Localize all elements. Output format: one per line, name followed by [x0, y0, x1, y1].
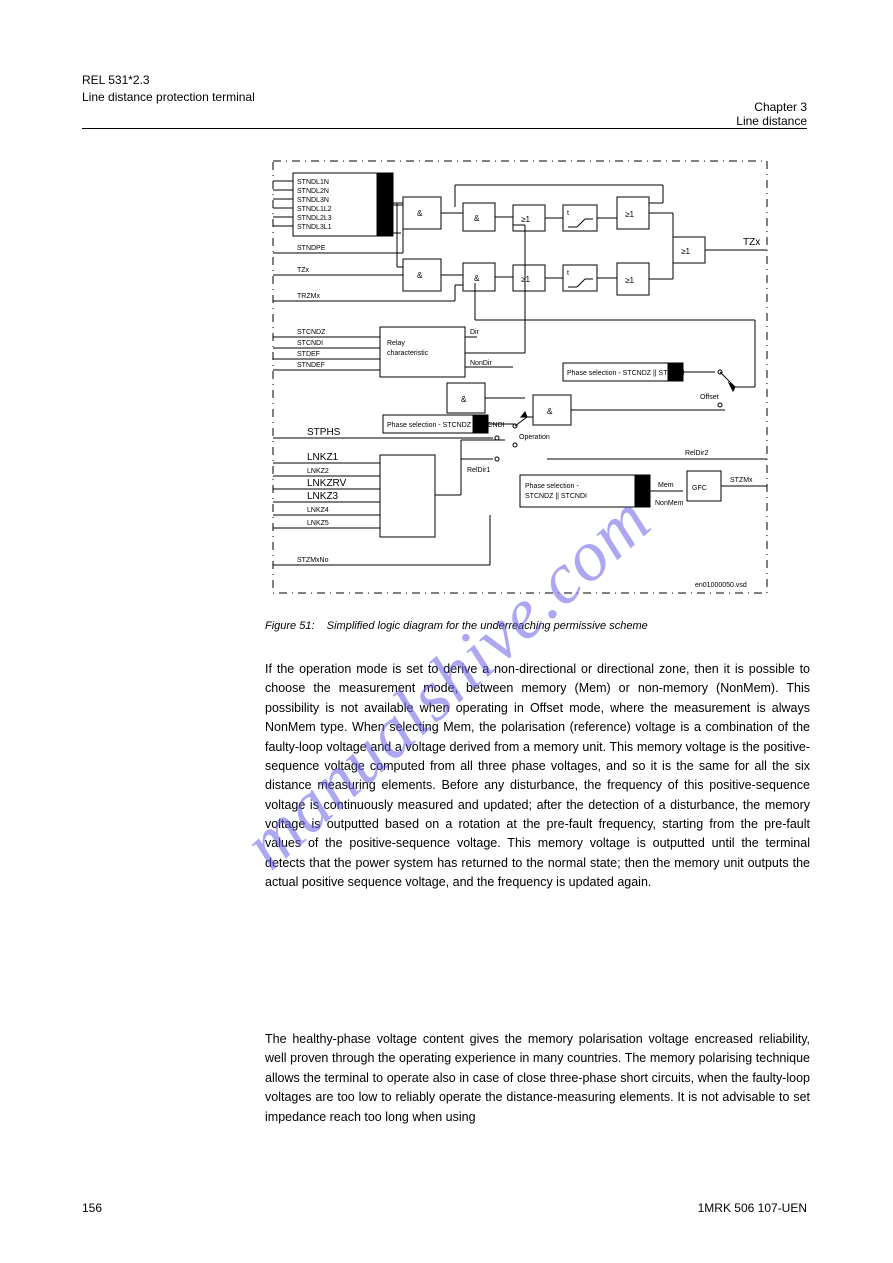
lbl-lnkz4: LNKZ4 [307, 507, 329, 514]
lbl-t1: t [567, 210, 569, 217]
svg-text:STCNDZ || STCNDI: STCNDZ || STCNDI [525, 493, 587, 500]
lbl-lnkz3: LNKZ3 [307, 491, 339, 502]
lbl-nonmem: NonMem [655, 500, 684, 507]
lbl-stcndi: STCNDI [297, 340, 323, 347]
header-rule [82, 128, 807, 129]
lbl-lnkz1: LNKZ1 [307, 452, 339, 463]
lbl-rev: en01000050.vsd [695, 582, 747, 589]
lbl-stndef: STNDEF [297, 362, 325, 369]
lbl-relchar2: characteristic [387, 350, 429, 357]
lbl-nondir: NonDir [470, 360, 492, 367]
fig-no: Figure 51: [265, 620, 315, 632]
lbl-ora: ≥1 [521, 215, 530, 224]
header-chapter: Chapter 3 [736, 100, 807, 114]
header-title: REL 531*2.3 [82, 72, 255, 89]
lbl-stndl2n: STNDL2N [297, 188, 329, 195]
lbl-orb: ≥1 [521, 275, 530, 284]
lbl-or-top1: ≥1 [625, 210, 634, 219]
lbl-trzmx: TRZMx [297, 293, 320, 300]
lbl-phselA: Phase selection - STCNDZ || STCNDI [387, 422, 505, 429]
lbl-stndl2l3: STNDL2L3 [297, 215, 332, 222]
lbl-and3: & [474, 214, 480, 223]
lbl-and1: & [417, 209, 423, 218]
lbl-main-or: ≥1 [383, 198, 392, 207]
lbl-phselB: Phase selection - STCNDZ || STCNDI [567, 370, 685, 377]
figure-caption: Figure 51: Simplified logic diagram for … [265, 620, 648, 632]
footer-doc-id: 1MRK 506 107-UEN [698, 1201, 807, 1215]
lbl-and4: & [474, 274, 480, 283]
lbl-lnkzrv: LNKZRV [307, 478, 347, 489]
header-right: Chapter 3 Line distance [736, 100, 807, 128]
lbl-lnkz2: LNKZ2 [307, 468, 329, 475]
lbl-and2: & [417, 271, 423, 280]
lbl-stndl3n: STNDL3N [297, 197, 329, 204]
footer-page-number: 156 [82, 1201, 102, 1215]
lbl-tzx-out: TZx [743, 237, 760, 248]
lbl-stndl3l1: STNDL3L1 [297, 224, 332, 231]
header-left: REL 531*2.3 Line distance protection ter… [82, 72, 255, 106]
lbl-offset: Offset [700, 394, 719, 401]
lbl-or-top2: ≥1 [625, 276, 634, 285]
lbl-gfc: GFC [692, 485, 707, 492]
svg-text:Phase selection -: Phase selection - [525, 483, 579, 490]
block-diagram: STNDL1N STNDL2N STNDL3N STNDL1L2 STNDL2L… [265, 155, 775, 600]
lbl-zx: TZx [297, 267, 310, 274]
lbl-dir: Dir [470, 329, 480, 336]
paragraph-2: The healthy-phase voltage content gives … [265, 1030, 810, 1127]
lbl-and5: & [461, 395, 467, 404]
paragraph-1: If the operation mode is set to derive a… [265, 660, 810, 893]
header-subtitle: Line distance protection terminal [82, 89, 255, 106]
fig-text: Simplified logic diagram for the underre… [327, 620, 648, 632]
lbl-orc: ≥1 [681, 247, 690, 256]
header-chapter-sub: Line distance [736, 114, 807, 128]
lbl-stndl1l2: STNDL1L2 [297, 206, 332, 213]
lbl-stzmx: STZMx [730, 477, 753, 484]
lbl-relchar1: Relay [387, 340, 405, 347]
lbl-stndl1n: STNDL1N [297, 179, 329, 186]
lbl-reldir2: RelDir2 [685, 450, 708, 457]
lbl-operation: Operation [519, 434, 550, 441]
lbl-stndpe: STNDPE [297, 245, 326, 252]
lbl-stzmxno: STZMxNo [297, 557, 329, 564]
lbl-mem: Mem [658, 482, 674, 489]
lbl-t2: t [567, 270, 569, 277]
lbl-reldir1: RelDir1 [467, 467, 490, 474]
lbl-stdef: STDEF [297, 351, 320, 358]
lbl-stphs: STPHS [307, 427, 341, 438]
lbl-stcndz: STCNDZ [297, 329, 326, 336]
lbl-and6: & [547, 407, 553, 416]
lbl-lnkz5: LNKZ5 [307, 520, 329, 527]
